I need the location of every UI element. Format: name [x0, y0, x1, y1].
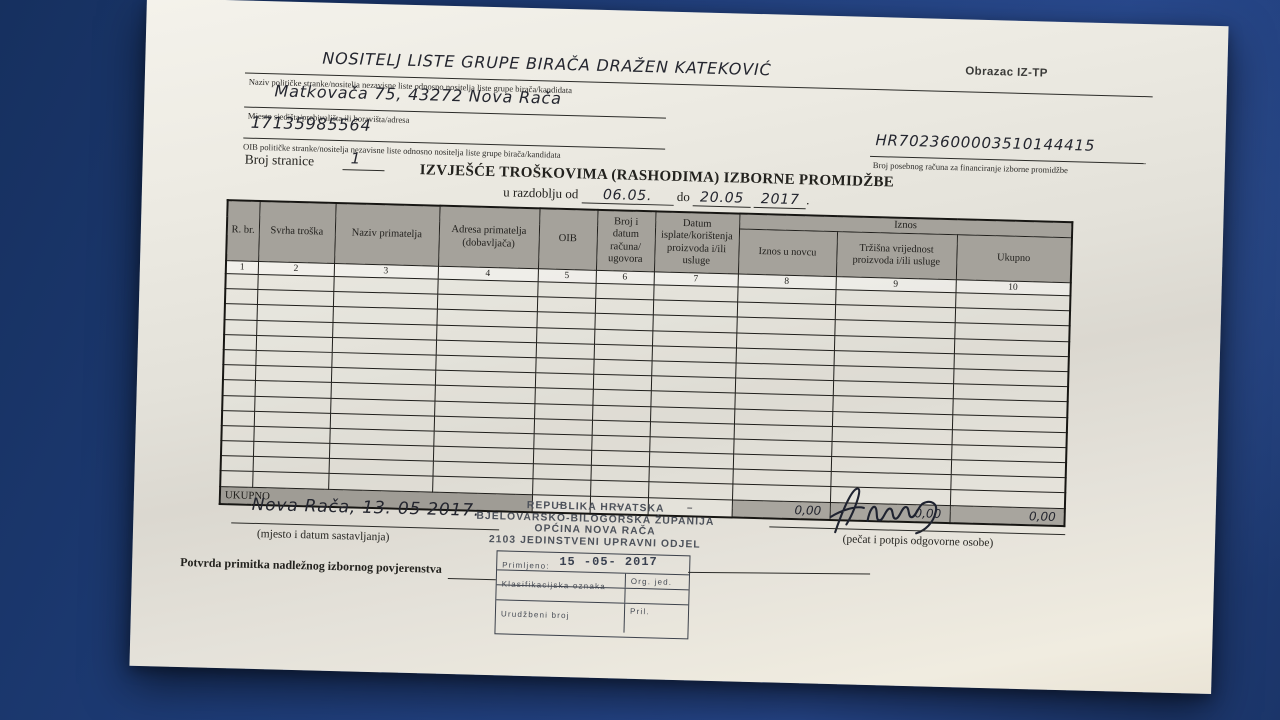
signature-scribble: [829, 487, 938, 535]
field-oib-handwritten: 17135985564: [250, 112, 372, 135]
period-suffix: .: [806, 192, 810, 208]
col-header-oib: OIB: [537, 208, 598, 271]
period-year-handwritten: 2017: [760, 191, 800, 209]
table-cell: [534, 388, 593, 405]
col-header-trzisna: Tržišna vrijednost proizvoda i/ili uslug…: [835, 231, 958, 280]
table-cell: [590, 450, 650, 468]
col-header-adresa: Adresa primatelja (dobavljača): [438, 205, 540, 269]
col-header-naziv: Naziv primatelja: [334, 202, 440, 267]
table-cell: [222, 395, 255, 412]
municipality-stamp-text: REPUBLIKA HRVATSKA BJELOVARSKO-BILOGORSK…: [463, 498, 728, 551]
document-paper: Obrazac IZ-TP NOSITELJ LISTE GRUPE BIRAČ…: [129, 0, 1229, 695]
field-account-handwritten: HR7023600003510144415: [875, 131, 1096, 155]
receipt-stamp-box: Primljeno: 15 -05- 2017 Klasifikacijska …: [494, 550, 691, 640]
org-jed-label: Org. jed.: [630, 576, 673, 587]
col-header-iznos-novcu: Iznos u novcu: [737, 229, 838, 277]
table-cell: [594, 298, 654, 316]
table-cell: [591, 419, 651, 437]
table-cell: [534, 372, 594, 390]
table-cell: [223, 334, 257, 351]
form-code: Obrazac IZ-TP: [965, 65, 1048, 80]
col-header-rbr: R. br.: [226, 200, 260, 262]
expenses-table: R. br. Svrha troška Naziv primatelja Adr…: [218, 199, 1074, 527]
potvrda-label: Potvrda primitka nadležnog izbornog povj…: [179, 555, 443, 576]
col-header-svrha: Svrha troška: [258, 200, 336, 264]
table-cell: [593, 359, 652, 376]
table-cell: [594, 328, 653, 346]
period-to-handwritten: 20.05: [699, 189, 745, 207]
table-cell: [220, 440, 254, 457]
potvrda-underline-right: [688, 571, 871, 575]
table-cell: [220, 470, 253, 488]
table-cell: [221, 425, 254, 442]
col-header-broj-datum: Broj i datum računa/ ugovora: [595, 209, 656, 272]
table-cell: [224, 288, 258, 305]
table-cell: [592, 389, 651, 407]
period-do-word: do: [676, 188, 691, 205]
table-cell: [222, 379, 255, 396]
signature-label: (pečat i potpis odgovorne osobe): [842, 533, 994, 550]
table-cell: [537, 281, 596, 299]
table-cell: [590, 480, 649, 498]
table-cell: [224, 303, 257, 320]
potvrda-underline-left: [447, 578, 496, 581]
table-cell: [222, 364, 256, 381]
table-cell: [590, 465, 649, 483]
table-cell: [594, 313, 653, 331]
period-from-handwritten: 06.05.: [602, 186, 653, 205]
table-cell: [532, 448, 592, 466]
table-cell: [593, 344, 653, 361]
table-cell: [223, 349, 256, 366]
ukupno-ukupno: 0,00: [1028, 508, 1056, 524]
col-header-datum-isplate: Datum isplate/korištenja proizvoda i/ili…: [653, 211, 740, 275]
table-cell: [536, 312, 595, 329]
expense-table-body: [220, 273, 1071, 509]
place-date-label: (mjesto i datum sastavljanja): [256, 528, 390, 544]
stampbox-divider: [624, 573, 627, 588]
urudzbeni-label: Urudžbeni broj: [500, 609, 570, 621]
table-cell: [534, 403, 593, 420]
table-cell: [533, 418, 593, 436]
col-header-ukupno: Ukupno: [955, 234, 1072, 283]
table-cell: [532, 479, 591, 496]
table-cell: [591, 435, 650, 452]
stampbox-divider-3: [623, 603, 626, 633]
table-cell: [532, 463, 591, 481]
table-cell: [225, 273, 258, 290]
table-cell: [535, 342, 595, 360]
table-cell: [224, 319, 257, 336]
table-cell: [536, 296, 596, 314]
field-account-label: Broj posebnog računa za financiranje izb…: [872, 160, 1069, 176]
field-name-handwritten: NOSITELJ LISTE GRUPE BIRAČA DRAŽEN KATEK…: [322, 48, 772, 80]
ukupno-iznos-novcu: 0,00: [794, 502, 822, 518]
table-cell: [592, 404, 651, 422]
stampbox-divider-2: [624, 588, 626, 603]
pril-label: Pril.: [629, 606, 650, 617]
table-cell: [536, 327, 595, 345]
period-prefix: u razdoblju od: [503, 184, 579, 202]
table-cell: [533, 433, 592, 451]
table-cell: [592, 374, 652, 392]
table-cell: [221, 410, 255, 427]
primljeno-date-stamp: 15 -05- 2017: [559, 555, 658, 570]
primljeno-label: Primljeno:: [502, 560, 550, 571]
table-cell: [220, 455, 253, 472]
table-cell: [595, 283, 654, 300]
table-cell: [535, 357, 594, 375]
